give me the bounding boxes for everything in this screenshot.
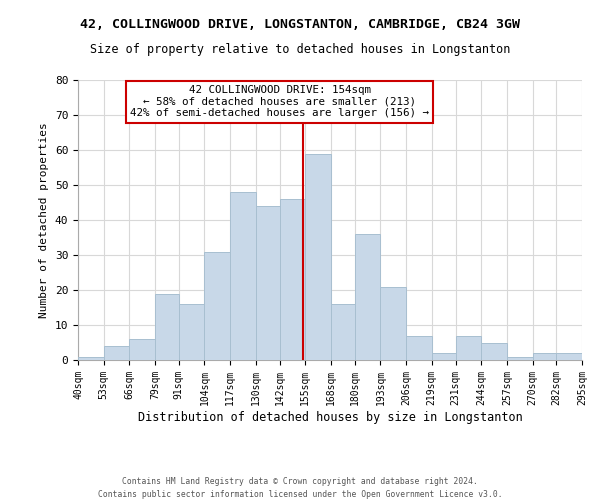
- Bar: [455, 336, 481, 360]
- Text: Size of property relative to detached houses in Longstanton: Size of property relative to detached ho…: [90, 42, 510, 56]
- Bar: [130, 339, 155, 360]
- Text: Contains HM Land Registry data © Crown copyright and database right 2024.: Contains HM Land Registry data © Crown c…: [122, 478, 478, 486]
- Bar: [432, 353, 455, 360]
- Bar: [305, 154, 331, 360]
- Text: Contains public sector information licensed under the Open Government Licence v3: Contains public sector information licen…: [98, 490, 502, 499]
- Text: 42, COLLINGWOOD DRIVE, LONGSTANTON, CAMBRIDGE, CB24 3GW: 42, COLLINGWOOD DRIVE, LONGSTANTON, CAMB…: [80, 18, 520, 30]
- Bar: [256, 206, 280, 360]
- Bar: [507, 356, 533, 360]
- Bar: [380, 286, 406, 360]
- Bar: [406, 336, 432, 360]
- Bar: [78, 356, 104, 360]
- Text: 42 COLLINGWOOD DRIVE: 154sqm
← 58% of detached houses are smaller (213)
42% of s: 42 COLLINGWOOD DRIVE: 154sqm ← 58% of de…: [130, 85, 429, 118]
- Bar: [179, 304, 205, 360]
- Bar: [556, 353, 582, 360]
- X-axis label: Distribution of detached houses by size in Longstanton: Distribution of detached houses by size …: [137, 410, 523, 424]
- Y-axis label: Number of detached properties: Number of detached properties: [39, 122, 49, 318]
- Bar: [355, 234, 380, 360]
- Bar: [533, 353, 556, 360]
- Bar: [280, 199, 305, 360]
- Bar: [481, 342, 507, 360]
- Bar: [331, 304, 355, 360]
- Bar: [230, 192, 256, 360]
- Bar: [104, 346, 130, 360]
- Bar: [205, 252, 230, 360]
- Bar: [155, 294, 179, 360]
